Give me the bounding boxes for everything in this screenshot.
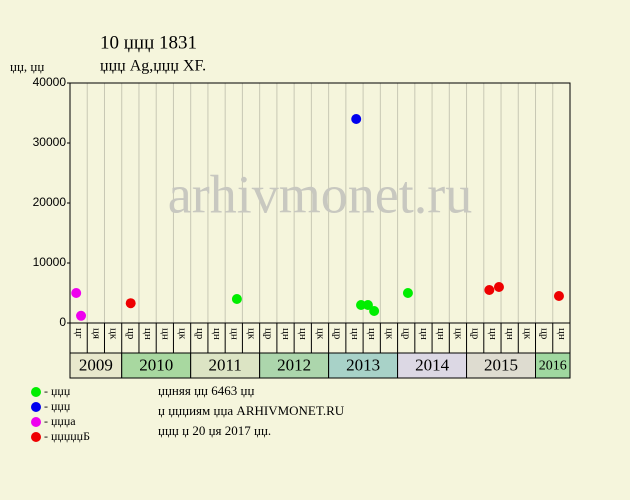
plot-area: [70, 83, 570, 323]
chart-subtitle: џџџ Ag,џџџ XF.: [100, 58, 206, 75]
y-tick-label: 40000: [33, 75, 67, 89]
data-point: [402, 288, 413, 298]
chart-title: 10 џџџ 1831: [100, 32, 197, 53]
quarter-label: цр: [470, 328, 482, 340]
year-label: 2016: [539, 359, 567, 374]
y-tick-label: 30000: [33, 135, 67, 149]
note: џ џџџиям џџа ARHIVMONET.RU: [158, 403, 345, 418]
year-band: [259, 352, 330, 379]
quarter-label: цг: [73, 328, 85, 339]
year-label: 2012: [277, 355, 311, 374]
year-band: [397, 352, 468, 379]
quarter-label: цн: [142, 328, 154, 340]
data-point: [231, 294, 242, 304]
data-point: [76, 310, 87, 321]
quarter-label: цн: [349, 328, 361, 340]
quarter-label: цр: [263, 328, 275, 340]
legend-marker: [31, 417, 41, 427]
quarter-label: цк: [108, 328, 120, 340]
data-point: [356, 300, 367, 310]
legend-marker: [31, 387, 41, 397]
data-point: [493, 282, 504, 292]
quarter-label: цн: [504, 328, 516, 340]
data-point: [125, 298, 136, 309]
quarter-label: цн: [487, 328, 499, 340]
year-label: 2014: [415, 355, 450, 374]
data-point: [369, 306, 380, 316]
quarter-label: цр: [332, 328, 344, 340]
quarter-label: цр: [401, 328, 413, 340]
quarter-label: ця: [90, 328, 102, 339]
legend-label: - џџџ: [44, 399, 71, 413]
year-label: 2013: [346, 355, 380, 374]
y-tick-label: 10000: [33, 255, 67, 269]
quarter-label: цн: [159, 328, 171, 340]
quarter-label: цн: [435, 328, 447, 340]
year-band: [121, 352, 192, 379]
quarter-label: цн: [228, 328, 240, 340]
quarter-label: цр: [194, 328, 206, 340]
watermark: arhivmonet.ru: [168, 164, 472, 224]
quarter-label: цн: [366, 328, 378, 340]
year-label: 2011: [208, 355, 241, 374]
plot-frame: [69, 82, 571, 354]
quarter-label: цк: [177, 328, 189, 340]
quarter-label: цк: [314, 328, 326, 340]
y-tick-label: 0: [59, 315, 66, 329]
quarter-label: цк: [521, 328, 533, 340]
quarter-label: цн: [280, 328, 292, 340]
note: џџняя џџ 6463 џџ: [158, 383, 254, 398]
legend-label: - џџџџџБ: [44, 429, 90, 443]
legend-label: - џџџа: [44, 414, 76, 428]
quarter-label: цк: [383, 328, 395, 340]
year-label: 2010: [139, 355, 173, 374]
year-band: [190, 352, 261, 379]
year-band: [69, 352, 123, 379]
data-point: [553, 291, 564, 301]
year-label: 2009: [79, 355, 113, 374]
data-point: [484, 285, 495, 295]
quarter-label: цн: [211, 328, 223, 340]
data-point: [362, 300, 373, 310]
legend-marker: [31, 432, 41, 442]
note: џџџ џ 20 џя 2017 џџ.: [158, 423, 271, 438]
quarter-label: цн: [418, 328, 430, 340]
y-axis-label: џџ, џџ: [10, 59, 44, 74]
legend-label: - џџџ: [44, 384, 71, 398]
year-band: [328, 352, 399, 379]
quarter-label: цр: [125, 328, 137, 340]
y-tick-label: 20000: [33, 195, 67, 209]
quarter-label: цн: [556, 328, 568, 340]
quarter-label: цр: [539, 328, 551, 340]
quarter-label: цк: [246, 328, 258, 340]
year-label: 2015: [484, 355, 518, 374]
data-point: [351, 114, 362, 124]
quarter-label: цк: [452, 328, 464, 340]
data-point: [71, 288, 82, 298]
quarter-label: цн: [297, 328, 309, 340]
legend-marker: [31, 402, 41, 412]
